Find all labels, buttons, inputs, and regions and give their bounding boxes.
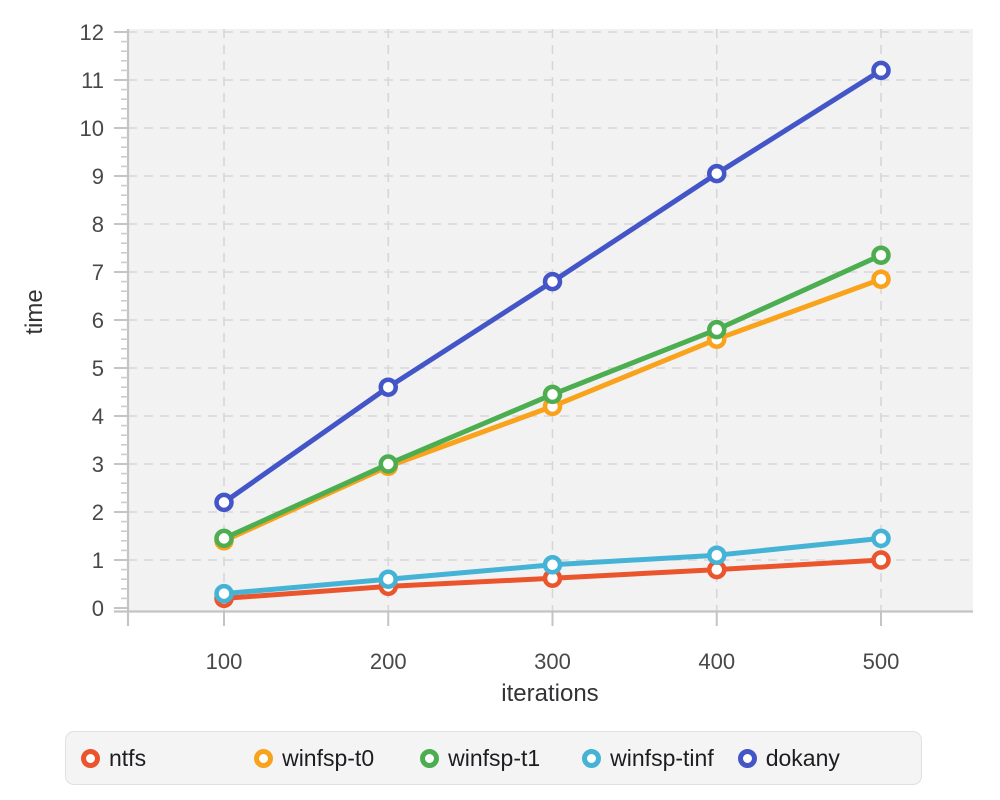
data-point-winfsp-tinf-500 — [871, 528, 891, 549]
y-tick-label: 6 — [92, 308, 104, 333]
gridlines — [128, 29, 973, 612]
data-point-winfsp-tinf-400 — [707, 545, 727, 565]
data-point-winfsp-t1-200 — [378, 454, 398, 474]
legend-item-ntfs[interactable]: ntfs — [81, 745, 146, 772]
series-ntfs — [214, 550, 891, 609]
legend-item-winfsp-tinf[interactable]: winfsp-tinf — [582, 745, 714, 772]
legend-label: winfsp-tinf — [610, 744, 714, 771]
data-point-ntfs-500 — [871, 550, 891, 570]
data-point-winfsp-tinf-100 — [214, 583, 234, 604]
data-point-winfsp-tinf-300 — [542, 555, 563, 575]
legend-label: winfsp-t1 — [448, 744, 541, 771]
y-axis-title: time — [21, 289, 48, 334]
legend-item-winfsp-t0[interactable]: winfsp-t0 — [254, 745, 374, 772]
series-dokany — [214, 60, 891, 513]
x-tick-label: 500 — [863, 649, 900, 674]
series-layer — [214, 60, 891, 609]
series-winfsp-tinf — [214, 528, 891, 604]
y-tick-label: 9 — [92, 164, 104, 189]
y-tick-label: 10 — [80, 116, 104, 141]
x-tick-label: 100 — [206, 649, 243, 674]
y-tick-label: 1 — [92, 548, 104, 573]
data-point-winfsp-t1-300 — [542, 384, 563, 405]
legend-marker-icon — [81, 748, 100, 768]
legend-marker-icon — [420, 748, 440, 768]
legend-label: winfsp-t0 — [282, 744, 375, 771]
x-tick-label: 200 — [370, 649, 407, 674]
axis-ticks — [114, 31, 882, 626]
legend-marker-icon — [582, 748, 602, 768]
y-tick-label: 11 — [81, 68, 104, 93]
data-point-winfsp-t1-100 — [214, 528, 234, 549]
y-tick-label: 2 — [92, 500, 104, 525]
data-point-winfsp-t1-400 — [707, 319, 727, 340]
legend-item-dokany[interactable]: dokany — [737, 744, 840, 772]
legend-label: ntfs — [109, 744, 147, 771]
y-tick-label: 12 — [80, 20, 104, 45]
legend: ntfs winfsp-t0 winfsp-t1 winfsp-tinf dokany — [65, 731, 922, 785]
x-tick-label: 400 — [698, 649, 735, 674]
data-point-winfsp-t1-500 — [871, 245, 891, 265]
data-point-dokany-400 — [707, 163, 727, 184]
y-tick-label: 3 — [92, 452, 104, 477]
legend-marker-icon — [737, 748, 757, 768]
data-point-dokany-200 — [378, 377, 398, 397]
x-tick-label: 300 — [534, 649, 571, 674]
y-tick-label: 0 — [92, 596, 104, 621]
data-point-dokany-500 — [871, 60, 891, 81]
data-point-dokany-300 — [542, 271, 563, 292]
legend-marker-icon — [254, 748, 274, 768]
legend-label: dokany — [765, 744, 840, 771]
data-point-dokany-100 — [214, 492, 234, 513]
y-tick-label: 8 — [92, 212, 104, 237]
y-tick-label: 5 — [92, 356, 104, 381]
x-axis-title: iterations — [501, 680, 598, 707]
y-tick-label: 7 — [92, 260, 104, 285]
series-winfsp-t1 — [214, 245, 891, 549]
data-point-winfsp-t0-500 — [871, 269, 891, 289]
legend-item-winfsp-t1[interactable]: winfsp-t1 — [420, 745, 540, 772]
y-tick-label: 4 — [92, 404, 104, 429]
data-point-winfsp-tinf-200 — [378, 569, 398, 589]
